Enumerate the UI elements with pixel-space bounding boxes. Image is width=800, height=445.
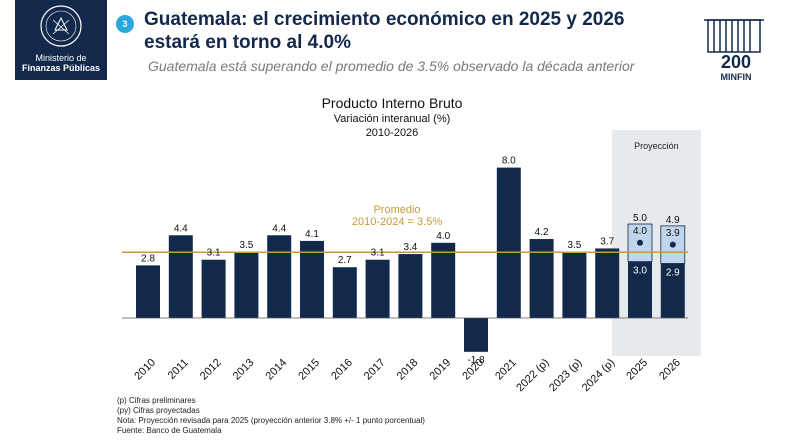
projection-point-2025	[637, 239, 643, 246]
bar-2024-p	[595, 248, 620, 318]
bar-2017	[365, 259, 390, 318]
bar-2023-p	[562, 252, 587, 318]
data-label-2013: 3.5	[239, 240, 253, 251]
data-label-2018: 3.4	[403, 242, 417, 253]
data-label-2012: 3.1	[207, 248, 221, 259]
slide-number-badge: 3	[116, 15, 134, 33]
brand-number: 200	[721, 52, 751, 72]
bar-2015	[300, 240, 324, 318]
average-label-title: Promedio	[373, 204, 420, 216]
footnote-preliminary: (p) Cifras preliminares	[117, 396, 196, 405]
footnotes: (p) Cifras preliminares (py) Cifras proy…	[117, 396, 425, 436]
chart-title: Producto Interno Bruto	[322, 95, 463, 111]
projection-point-2026	[669, 241, 676, 248]
data-label-2017: 3.1	[371, 248, 385, 259]
chart-subtitle: Variación interanual (%)	[334, 113, 451, 125]
bar-2025	[628, 261, 652, 318]
data-label-2016: 2.7	[338, 255, 352, 266]
projection-range-2026	[660, 225, 686, 264]
x-tick-2019: 2019	[428, 357, 454, 383]
x-tick-2025: 2025	[624, 357, 650, 383]
ministry-line1: Ministerio de	[35, 53, 87, 63]
x-tick-2012: 2012	[198, 357, 224, 383]
x-tick-2013: 2013	[231, 357, 257, 383]
data-label-2020: -1.8	[467, 355, 485, 366]
x-tick-2024-p: 2024 (p)	[580, 357, 617, 394]
x-tick-2011: 2011	[166, 357, 191, 382]
data-label-2024-p: 3.7	[600, 236, 614, 247]
footnote-source: Fuente: Banco de Guatemala	[117, 426, 222, 435]
building-icon	[704, 19, 764, 53]
average-label-value: 2010-2024 = 3.5%	[352, 216, 442, 228]
x-tick-2017: 2017	[362, 357, 388, 383]
bar-2016	[332, 267, 357, 318]
minfin-200-logo: 200 MINFIN	[704, 19, 764, 82]
x-tick-2022-p: 2022 (p)	[514, 357, 551, 394]
chart-period: 2010-2026	[366, 127, 419, 139]
bar-2026	[660, 263, 685, 318]
central-label-2026: 3.9	[666, 228, 680, 239]
bar-2020	[464, 318, 488, 352]
data-label-2025: 3.0	[633, 266, 647, 277]
bar-2012	[201, 259, 226, 318]
page-subtitle: Guatemala está superando el promedio de …	[148, 58, 635, 74]
x-tick-2021: 2021	[493, 357, 519, 383]
x-tick-2010: 2010	[132, 357, 158, 383]
coat-of-arms-icon	[40, 5, 82, 47]
data-label-2021: 8.0	[502, 156, 516, 167]
data-label-2022-p: 4.2	[535, 227, 549, 238]
footnote-revision: Nota: Proyección revisada para 2025 (pro…	[117, 416, 425, 425]
data-label-2023-p: 3.5	[567, 240, 581, 251]
ministry-name: Ministerio de Finanzas Públicas	[15, 53, 107, 73]
data-label-2019: 4.0	[436, 231, 450, 242]
central-label-2025: 4.0	[633, 226, 647, 237]
data-label-2026: 2.9	[666, 267, 680, 278]
x-tick-2023-p: 2023 (p)	[547, 357, 584, 394]
page-title: Guatemala: el crecimiento económico en 2…	[144, 9, 625, 53]
ministry-logo: Ministerio de Finanzas Públicas	[15, 0, 107, 80]
x-tick-2015: 2015	[296, 357, 322, 383]
ministry-line2: Finanzas Públicas	[21, 63, 101, 73]
bar-2011	[168, 235, 193, 318]
projection-label: Proyección	[634, 141, 679, 151]
data-label-2015: 4.1	[305, 229, 319, 240]
bar-2018	[398, 254, 423, 318]
data-label-2010: 2.8	[141, 253, 155, 264]
bar-2014	[267, 235, 292, 318]
x-tick-2018: 2018	[395, 357, 421, 383]
data-label-2011: 4.4	[174, 223, 188, 234]
x-tick-2026: 2026	[657, 357, 683, 383]
footnote-projected: (py) Cifras proyectadas	[117, 406, 200, 415]
brand-name: MINFIN	[721, 72, 752, 82]
bar-2013	[234, 252, 259, 318]
projection-region	[612, 130, 701, 356]
bar-2019	[431, 242, 456, 318]
upper-label-2026: 4.9	[666, 215, 680, 226]
bar-2021	[496, 167, 521, 318]
bar-2010	[136, 265, 160, 318]
upper-label-2025: 5.0	[633, 213, 647, 224]
gdp-chart: Proyección Producto Interno Bruto Variac…	[122, 95, 701, 394]
x-tick-2016: 2016	[329, 357, 355, 383]
data-label-2014: 4.4	[272, 223, 286, 234]
bar-2022-p	[529, 239, 554, 318]
x-tick-2014: 2014	[264, 357, 290, 383]
